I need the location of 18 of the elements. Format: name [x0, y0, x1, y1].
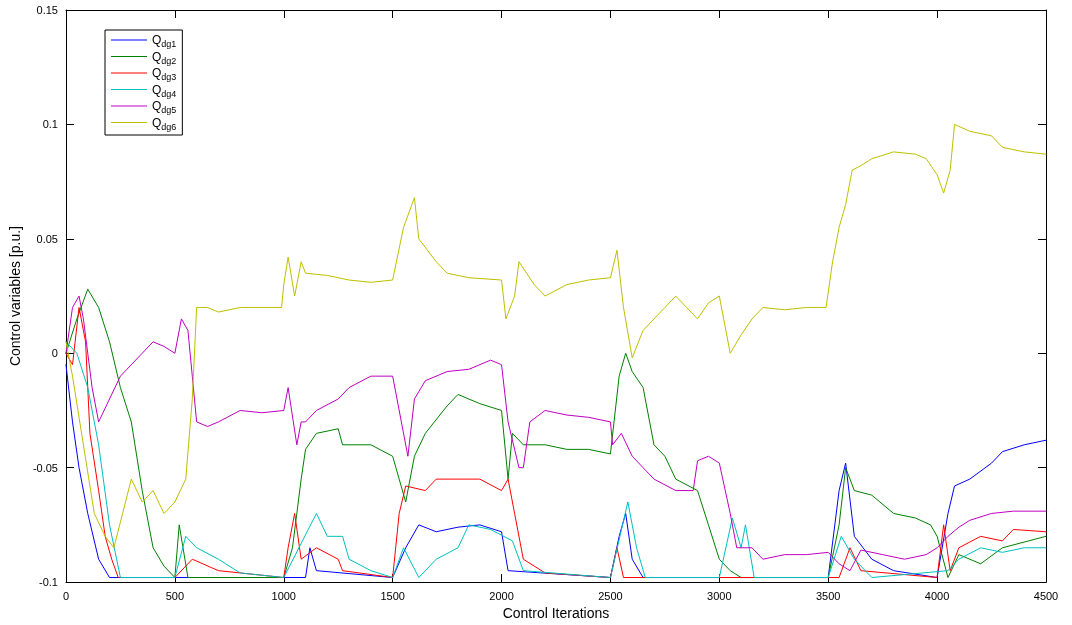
x-tick-label: 1500 — [380, 589, 405, 602]
x-tick-label: 4500 — [1033, 589, 1059, 602]
y-tick-label: -0.1 — [39, 576, 58, 589]
y-tick-label: 0 — [51, 347, 58, 360]
x-tick-label: 2500 — [598, 589, 623, 602]
x-tick-label: 3500 — [815, 589, 841, 602]
y-tick-label: 0.1 — [42, 118, 58, 131]
x-tick-label: 1000 — [271, 589, 296, 602]
y-tick-label: 0.05 — [36, 232, 58, 245]
x-tick-label: 500 — [165, 589, 185, 602]
y-axis-title: Control variables [p.u.] — [7, 226, 23, 367]
y-tick-label: -0.05 — [32, 461, 58, 474]
x-tick-label: 2000 — [489, 589, 514, 602]
y-tick-label: 0.15 — [36, 4, 58, 16]
x-axis-title: Control Iterations — [502, 605, 610, 621]
x-tick-label: 4000 — [924, 589, 950, 602]
x-tick-label: 0 — [62, 589, 70, 602]
x-tick-label: 3000 — [707, 589, 732, 602]
